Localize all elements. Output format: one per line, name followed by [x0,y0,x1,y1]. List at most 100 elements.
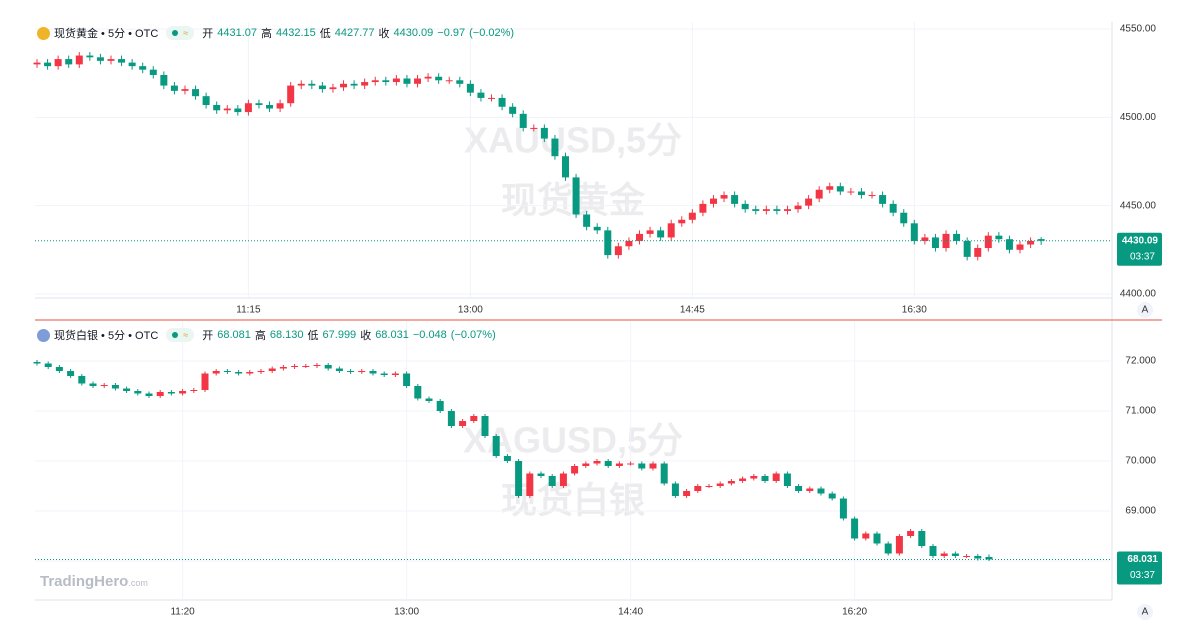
symbol-title[interactable]: 现货白银 • 5分 • OTC [54,330,159,342]
scale-button[interactable] [1137,302,1153,318]
change-pct: (−0.07%) [450,329,496,341]
x-tick-label: 11:20 [170,607,195,618]
candle-body [340,83,348,88]
candle-body [391,373,399,375]
candle-body [213,104,221,111]
ohlc-label: 开 [202,330,214,342]
candle-body [123,388,131,391]
candle-body [604,461,612,466]
candle-body [369,371,377,374]
candle-body [625,240,633,247]
candle-body [572,177,580,215]
change: −0.97 [437,27,466,39]
candle-body [414,78,422,84]
symbol-title[interactable]: 现货黄金 • 5分 • OTC [54,28,159,40]
candle-body [403,78,411,84]
candle-body [931,237,939,249]
candle-body [324,365,332,369]
candle-body [548,476,556,486]
candle-body [559,473,567,486]
candle-body [794,205,802,210]
ohlc-label: 低 [319,28,331,40]
price-badge [1117,551,1162,585]
candle-body [709,198,717,204]
scale-button-label: A [1142,305,1149,316]
symbol-icon [37,26,50,40]
candle-body [985,556,993,560]
candle-body [868,195,876,197]
candle-body [414,386,422,399]
candle-body [466,83,474,93]
candle-body [107,59,115,61]
candle-body [839,498,847,519]
candle-body [889,203,897,213]
candle-body [202,96,210,105]
candle-body [895,536,903,554]
candle-body [699,203,707,213]
candle-body [537,473,545,476]
candle-body [246,372,254,374]
candle-body [953,233,961,241]
candle-body [762,209,770,211]
candle-body [660,463,668,484]
candle-body [33,62,41,65]
x-tick-label: 13:00 [458,305,483,316]
candle-body [350,83,358,86]
candle-body [55,367,63,371]
ohlc-value: 4431.07 [217,27,257,39]
candle-body [627,463,635,465]
candle-body [192,89,200,97]
candle-body [244,103,252,113]
candle-body [382,80,390,83]
candle-body [276,103,284,109]
candle-body [783,209,791,211]
ohlc-value: 4427.77 [334,27,375,39]
candle-body [78,376,86,384]
candle-body [862,533,870,539]
candle-body [750,476,758,479]
status-pill[interactable]: ≈ [166,26,195,40]
candle-body [593,461,601,464]
brand-name: TradingHero [40,573,129,590]
candle-body [688,212,696,220]
legend-header: 现货黄金 • 5分 • OTC ≈ 开 4431.07 高 4432.15 低 442… [37,25,514,41]
candle-body [190,390,198,391]
candle-body [287,85,295,104]
candle-body [582,463,590,466]
candle-body [156,392,164,396]
candle-body [44,62,52,67]
candle-body [783,473,791,486]
candle-body [67,371,75,376]
ohlc-value: 68.130 [269,329,304,341]
candle-body [1005,239,1013,250]
candle-body [392,78,400,83]
candle-body [1016,244,1024,250]
candle-body [519,113,527,128]
candle-body [530,127,538,129]
candle-body [436,401,444,411]
candle-body [54,59,62,67]
candle-body [33,362,41,364]
candle-body [615,463,623,466]
candle-body [694,486,702,491]
candle-body [492,436,500,456]
candle-body [540,127,548,139]
scale-button[interactable] [1137,604,1153,620]
candle-body [907,531,915,536]
candle-body [995,235,1003,240]
candle-body [424,76,432,79]
price-badge [1117,232,1162,266]
candle-body [149,69,157,75]
candle-body [910,223,918,241]
candle-body [667,223,675,238]
candle-body [851,518,859,539]
candle-body [614,246,622,256]
x-tick-label: 16:20 [842,607,867,618]
candle-body [752,209,760,211]
status-pill[interactable]: ≈ [166,328,195,342]
candle-body [974,248,982,257]
candle-body [139,66,147,70]
candle-body [86,55,94,58]
candle-body [900,212,908,224]
